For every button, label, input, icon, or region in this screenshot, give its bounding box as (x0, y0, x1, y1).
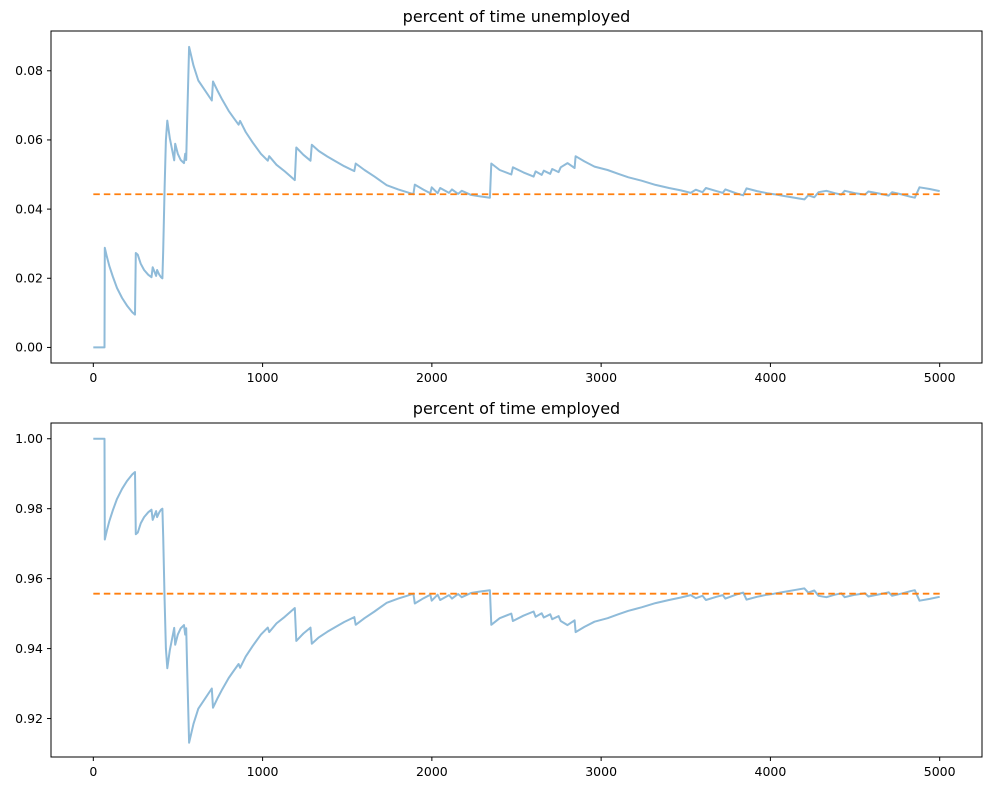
chart-title-unemployed: percent of time unemployed (403, 7, 631, 26)
y-tick-label: 0.04 (15, 201, 43, 216)
x-tick-label: 1000 (247, 764, 279, 779)
y-tick-label: 0.00 (15, 340, 43, 355)
y-tick-label: 1.00 (15, 431, 43, 446)
x-tick-label: 4000 (755, 764, 787, 779)
x-tick-label: 0 (89, 764, 97, 779)
x-tick-label: 5000 (924, 764, 956, 779)
axes-frame (50, 422, 983, 758)
y-tick-label: 0.94 (15, 641, 43, 656)
timeseries-line (93, 45, 940, 349)
x-tick-label: 3000 (585, 764, 617, 779)
y-tick-label: 0.98 (15, 501, 43, 516)
y-tick-label: 0.02 (15, 271, 43, 286)
x-tick-label: 2000 (416, 764, 448, 779)
y-tick-label: 0.08 (15, 63, 43, 78)
x-tick-label: 1000 (247, 370, 279, 385)
axes-frame (50, 30, 983, 364)
x-tick-label: 4000 (755, 370, 787, 385)
unemployed-chart: 0 1000 2000 3000 4000 5000 0.00 0.02 0.04 0.06 0.0… (15, 30, 983, 385)
chart-title-employed: percent of time employed (413, 399, 620, 418)
x-tick-label: 5000 (924, 370, 956, 385)
y-tick-label: 0.92 (15, 711, 43, 726)
x-tick-label: 3000 (585, 370, 617, 385)
y-tick-label: 0.06 (15, 132, 43, 147)
y-tick-label: 0.96 (15, 571, 43, 586)
employed-chart: 0 1000 2000 3000 4000 5000 0.92 0.94 0.96 0.98 1.0… (15, 422, 983, 779)
timeseries-line (93, 437, 940, 744)
x-tick-label: 0 (89, 370, 97, 385)
x-tick-label: 2000 (416, 370, 448, 385)
